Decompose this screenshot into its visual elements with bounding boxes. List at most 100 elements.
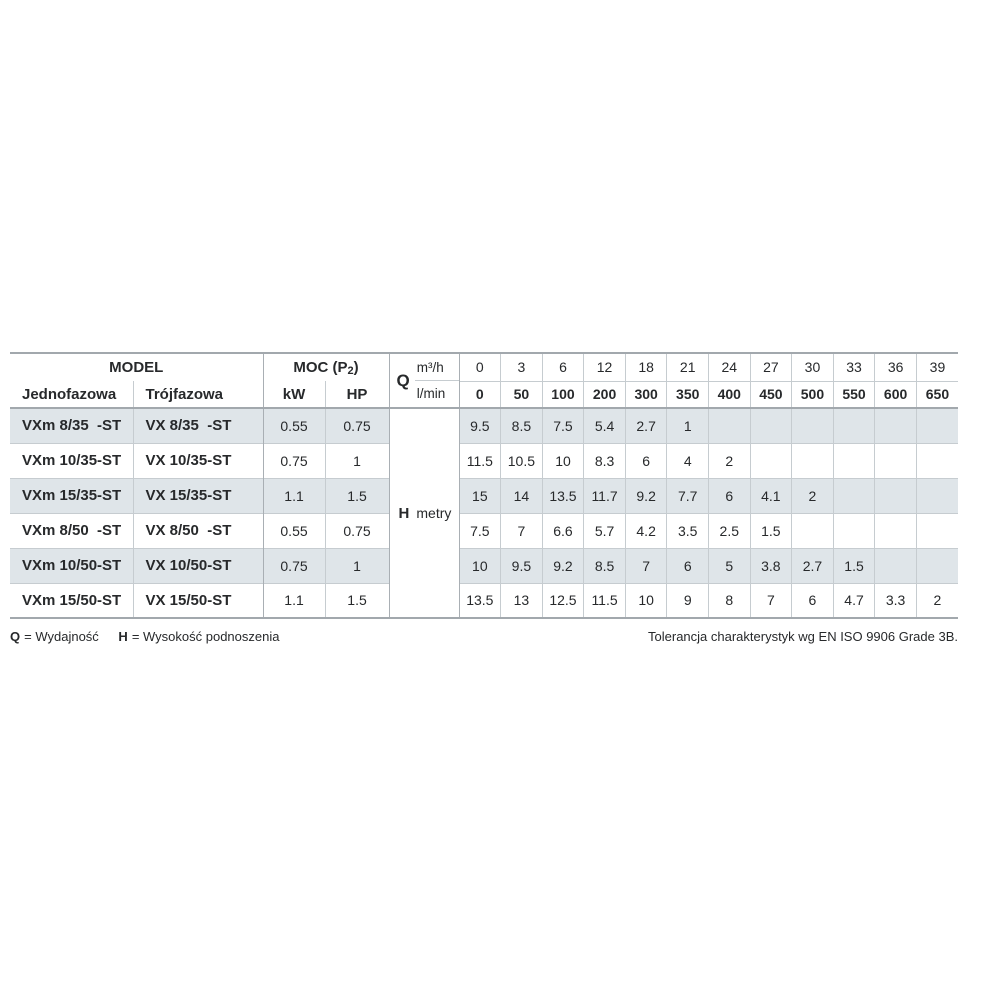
moc-prefix: MOC (P — [293, 358, 348, 376]
h-value-cell: 9.2 — [624, 477, 667, 513]
h-value-cell — [915, 408, 958, 443]
h-value-cell: 7 — [624, 547, 667, 583]
table-row: VXm 15/50-ST VX 15/50-ST 1.1 1.5 13.5 13 12.5 1… — [10, 582, 958, 618]
flow-m3h-value: 33 — [832, 353, 875, 382]
table-row: VXm 8/50 -ST VX 8/50 -ST 0.55 0.75 7.5 7 6.6 5.… — [10, 512, 958, 548]
flow-lmin-value: 500 — [791, 381, 834, 409]
unit-lmin-label: l/min — [416, 386, 446, 401]
h-value-cell: 10.5 — [500, 442, 543, 478]
h-value-cell — [832, 408, 875, 443]
moc-subscript: 2 — [347, 364, 354, 377]
h-value-cell: 8.3 — [583, 442, 626, 478]
model-three-phase-cell: VX 8/50 -ST — [132, 512, 264, 548]
model-single-phase-cell: VXm 8/50 -ST — [10, 512, 133, 548]
model-single-phase-cell: VXm 15/50-ST — [10, 582, 133, 618]
h-value-cell: 14 — [500, 477, 543, 513]
h-value-cell: 9 — [666, 582, 709, 618]
h-value-cell: 2 — [915, 582, 958, 618]
hp-column-header: HP — [324, 381, 390, 409]
legend-q-text: = Wydajność — [24, 629, 99, 644]
flow-m3h-value: 18 — [624, 353, 667, 382]
flow-m3h-value: 0 — [458, 353, 501, 382]
h-value-cell: 4.7 — [832, 582, 875, 618]
h-value-cell: 7.5 — [458, 512, 501, 548]
model-single-phase-cell: VXm 15/35-ST — [10, 477, 133, 513]
model-three-phase-cell: VX 15/50-ST — [132, 582, 264, 618]
h-value-cell: 7 — [500, 512, 543, 548]
model-three-phase-cell: VX 10/50-ST — [132, 547, 264, 583]
flow-m3h-value: 30 — [791, 353, 834, 382]
flow-lmin-value: 550 — [832, 381, 875, 409]
h-value-cell — [874, 477, 917, 513]
power-group-header: MOC (P2) — [262, 353, 390, 382]
legend-h-text: = Wysokość podnoszenia — [131, 629, 280, 644]
h-value-cell: 9.2 — [541, 547, 584, 583]
h-value-cell: 13.5 — [458, 582, 501, 618]
legend: Q = Wydajność H = Wysokość podnoszenia — [10, 629, 295, 644]
legend-q: Q = Wydajność — [10, 629, 99, 644]
h-value-cell: 9.5 — [458, 408, 501, 443]
h-value-cell: 11.5 — [583, 582, 626, 618]
hp-value-cell: 0.75 — [324, 512, 390, 548]
h-value-cell: 2 — [708, 442, 751, 478]
spec-sheet: MODEL MOC (P2) Q m³/h l/min 0 3 6 12 18 21 24 2… — [10, 352, 958, 644]
h-value-cell: 10 — [624, 582, 667, 618]
h-value-cell: 5 — [708, 547, 751, 583]
h-value-cell: 8.5 — [500, 408, 543, 443]
hp-value-cell: 1 — [324, 442, 390, 478]
h-value-cell: 11.5 — [458, 442, 501, 478]
model-three-phase-cell: VX 15/35-ST — [132, 477, 264, 513]
flow-lmin-value: 350 — [666, 381, 709, 409]
h-value-cell: 1.5 — [749, 512, 792, 548]
flow-lmin-value: 100 — [541, 381, 584, 409]
q-label: Q — [396, 371, 410, 390]
flow-m3h-value: 12 — [583, 353, 626, 382]
flow-header-layout: Q m³/h l/min — [390, 354, 459, 407]
h-value-cell — [832, 512, 875, 548]
model-single-phase-cell: VXm 10/35-ST — [10, 442, 133, 478]
flow-lmin-value: 650 — [915, 381, 958, 409]
table-row: VXm 10/35-ST VX 10/35-ST 0.75 1 11.5 10.5 10 8.… — [10, 442, 958, 478]
h-value-cell: 5.4 — [583, 408, 626, 443]
h-value-cell — [874, 408, 917, 443]
h-value-cell: 7.5 — [541, 408, 584, 443]
h-value-cell: 7 — [749, 582, 792, 618]
model-single-phase-cell: VXm 8/35 -ST — [22, 417, 122, 435]
unit-m3h-label: m³/h — [414, 354, 459, 381]
flow-lmin-value: 200 — [583, 381, 626, 409]
h-value-cell: 2.5 — [708, 512, 751, 548]
tolerance-note: Tolerancja charakterystyk wg EN ISO 9906… — [648, 629, 958, 644]
flow-units: m³/h l/min — [414, 354, 459, 407]
model-three-phase-cell: VX 8/35 -ST — [132, 408, 264, 443]
hp-value-cell: 1.5 — [324, 477, 390, 513]
model-three-phase-cell: VX 10/35-ST — [132, 442, 264, 478]
h-value-cell: 6 — [624, 442, 667, 478]
h-value-cell — [791, 442, 834, 478]
model-single-phase-cell: VXm 10/50-ST — [10, 547, 133, 583]
h-value-cell: 8 — [708, 582, 751, 618]
h-value-cell: 3.8 — [749, 547, 792, 583]
flow-lmin-value: 0 — [458, 381, 501, 409]
h-value-cell: 4.2 — [624, 512, 667, 548]
flow-m3h-value: 24 — [708, 353, 751, 382]
h-value-cell — [791, 408, 834, 443]
pump-performance-table: MODEL MOC (P2) Q m³/h l/min 0 3 6 12 18 21 24 2… — [10, 352, 958, 619]
kw-value-cell: 0.75 — [262, 547, 326, 583]
h-value-cell: 10 — [458, 547, 501, 583]
h-value-cell — [874, 547, 917, 583]
flow-m3h-value: 39 — [915, 353, 958, 382]
h-value-cell: 6 — [666, 547, 709, 583]
h-value-cell — [915, 477, 958, 513]
moc-suffix: ) — [353, 358, 359, 376]
h-value-cell: 12.5 — [541, 582, 584, 618]
h-value-cell: 1 — [666, 408, 709, 443]
flow-m3h-value: 21 — [666, 353, 709, 382]
table-row: VXm 10/50-ST VX 10/50-ST 0.75 1 10 9.5 9.2 8.5 7… — [10, 547, 958, 583]
h-value-cell: 6 — [791, 582, 834, 618]
flow-lmin-value: 300 — [624, 381, 667, 409]
h-value-cell: 13.5 — [541, 477, 584, 513]
hp-value-cell: 1.5 — [324, 582, 390, 618]
h-value-cell: 4 — [666, 442, 709, 478]
